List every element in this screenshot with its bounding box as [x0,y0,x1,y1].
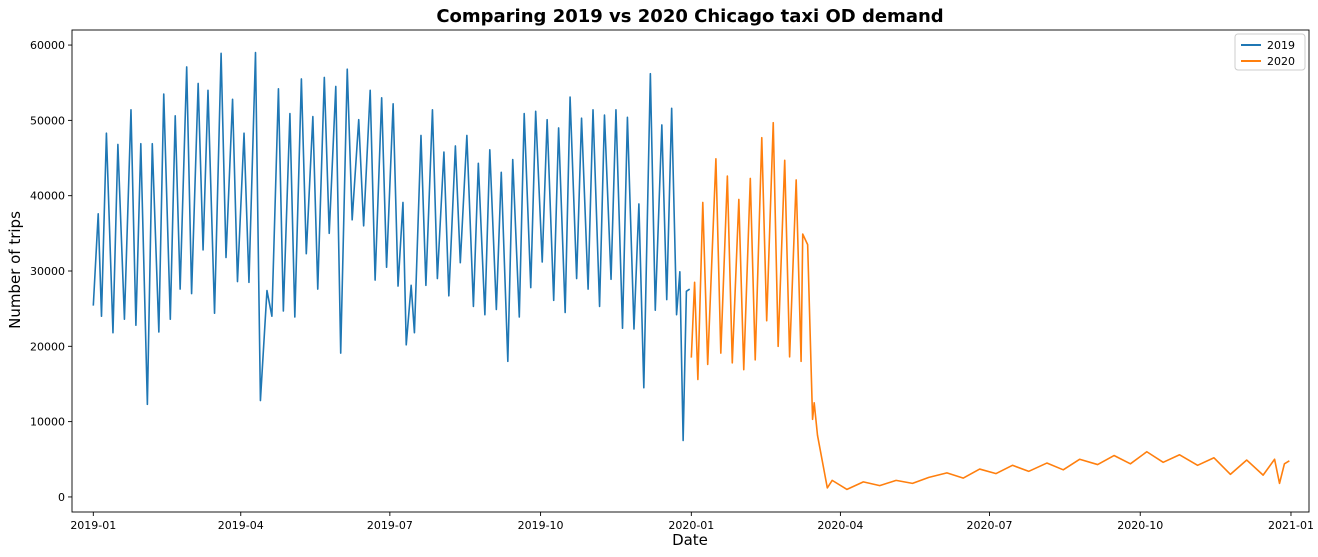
y-axis-label: Number of trips [6,211,24,329]
x-tick-label: 2020-07 [967,519,1013,532]
y-tick-label: 50000 [30,114,65,127]
x-tick-label: 2020-04 [817,519,863,532]
plot-frame [71,29,1310,513]
legend: 2019 2020 [1234,33,1306,71]
x-tick-label: 2019-04 [218,519,264,532]
y-tick-label: 30000 [30,265,65,278]
x-tick-label: 2021-01 [1268,519,1314,532]
x-axis-label: Date [672,531,708,549]
y-tick-label: 60000 [30,39,65,52]
y-tick-label: 20000 [30,340,65,353]
y-tick-label: 40000 [30,190,65,203]
legend-label-2019: 2019 [1267,39,1295,52]
x-tick-label: 2020-01 [668,519,714,532]
x-tick-label: 2019-10 [518,519,564,532]
y-tick-label: 10000 [30,416,65,429]
plot-lines [92,51,1290,491]
series-line-2019 [92,51,691,442]
x-tick-label: 2019-01 [70,519,116,532]
y-axis-ticks: 0 10000 20000 30000 40000 50000 60000 [30,39,72,504]
series-line-2020 [690,121,1290,491]
chart-title: Comparing 2019 vs 2020 Chicago taxi OD d… [436,6,943,27]
x-axis-ticks: 2019-01 2019-04 2019-07 2019-10 2020-01 2020-… [70,512,1314,532]
y-tick-label: 0 [58,491,65,504]
x-tick-label: 2019-07 [367,519,413,532]
legend-label-2020: 2020 [1267,55,1295,68]
x-tick-label: 2020-10 [1117,519,1163,532]
